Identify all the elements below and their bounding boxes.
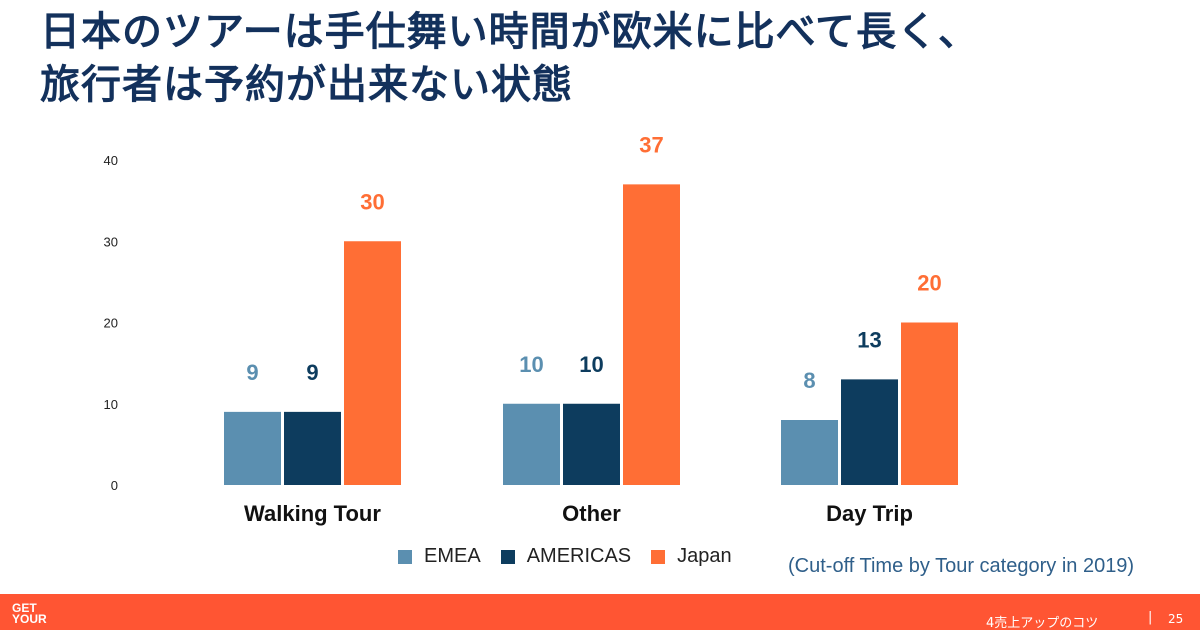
bar-japan-1 [623,184,680,485]
logo-line-1: GET [12,601,37,615]
legend-item-japan: Japan [651,545,732,568]
chart-legend: EMEA AMERICAS Japan [398,545,752,568]
legend-item-emea: EMEA [398,545,481,568]
data-label-japan-0: 30 [360,189,384,214]
footer-bar: GET YOUR 4売上アップのコツ | 25 [0,594,1200,631]
footer-section-title: 4売上アップのコツ [986,616,1099,631]
legend-swatch-americas [500,549,515,564]
chart-caption: (Cut-off Time by Tour category in 2019) [788,555,1135,577]
category-label-1: Other [562,501,621,526]
bar-americas-2 [841,379,898,485]
legend-label-japan: Japan [677,545,732,567]
y-tick-label-30: 30 [104,234,118,249]
bar-americas-0 [284,411,341,485]
data-label-americas-2: 13 [857,327,881,352]
y-tick-label-20: 20 [104,316,118,331]
logo-line-2: YOUR [12,612,47,626]
category-label-0: Walking Tour [244,501,381,526]
data-label-emea-1: 10 [519,352,543,377]
brand-logo: GET YOUR [12,601,47,626]
bar-emea-2 [781,420,838,485]
category-label-2: Day Trip [826,501,913,526]
legend-swatch-emea [398,549,412,564]
bar-emea-0 [224,411,281,485]
data-label-emea-0: 9 [246,360,258,385]
data-label-japan-2: 20 [917,271,941,296]
footer-separator: | [1148,610,1153,625]
bar-americas-1 [563,403,620,485]
title-line-2: 旅行者は予約が出来ない状態 [40,62,573,108]
bar-emea-1 [503,403,560,485]
legend-label-emea: EMEA [424,545,481,567]
legend-label-americas: AMERICAS [526,545,632,567]
legend-swatch-japan [651,549,666,564]
slide-title: 日本のツアーは手仕舞い時間が欧米に比べて長く、 旅行者は予約が出来ない状態 [40,6,1160,112]
data-label-americas-1: 10 [579,352,603,377]
bar-japan-2 [901,322,958,485]
title-line-1: 日本のツアーは手仕舞い時間が欧米に比べて長く、 [40,9,979,55]
data-label-japan-1: 37 [639,132,663,157]
y-tick-label-10: 10 [104,397,118,412]
page-number: 25 [1168,612,1184,626]
y-tick-label-40: 40 [104,153,118,168]
legend-item-americas: AMERICAS [500,545,632,568]
bar-japan-0 [344,241,401,485]
data-label-americas-0: 9 [306,360,318,385]
y-tick-label-0: 0 [111,478,118,493]
data-label-emea-2: 8 [803,368,815,393]
